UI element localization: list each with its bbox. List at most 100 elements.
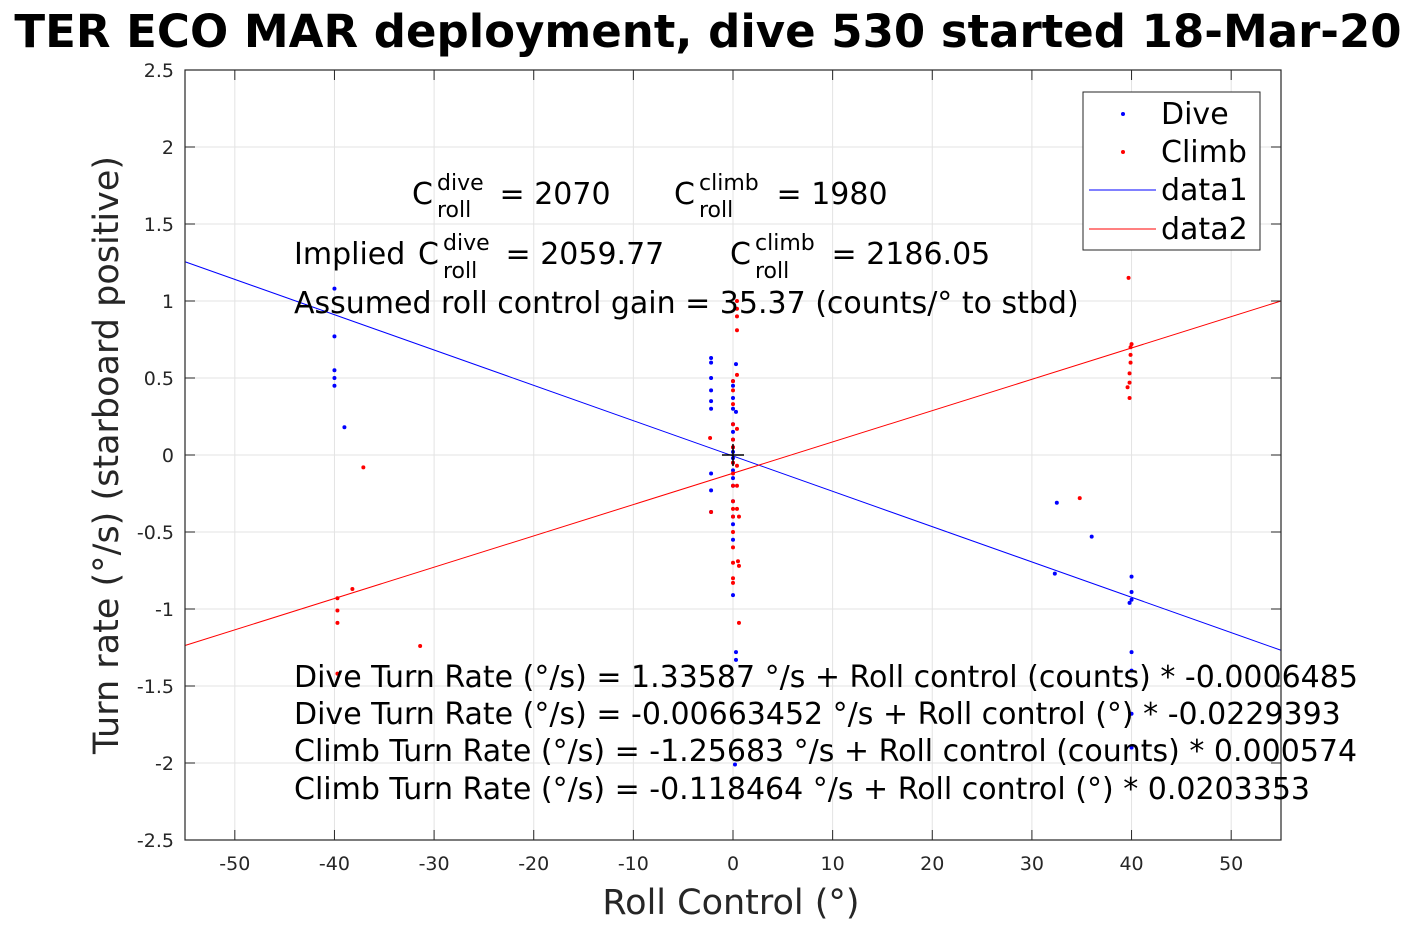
point-climb	[709, 509, 714, 514]
point-dive	[1089, 534, 1094, 539]
implied-dive-value: = 2059.77	[496, 237, 664, 272]
legend-label-data1: data1	[1161, 173, 1248, 208]
point-climb	[734, 299, 739, 303]
point-dive	[1129, 650, 1134, 655]
implied-climb-sub: roll	[755, 259, 789, 284]
point-dive	[731, 522, 735, 527]
x-tick-label: 0	[727, 853, 739, 875]
annotation-implied-dive: Implied C dive roll = 2059.77	[294, 231, 664, 284]
point-dive	[731, 468, 735, 473]
point-dive	[332, 368, 337, 373]
point-dive	[342, 425, 347, 430]
implied-dive-sup: dive	[443, 231, 490, 256]
point-climb	[735, 559, 740, 564]
equation-dive-degrees: Dive Turn Rate (°/s) = -0.00663452 °/s +…	[294, 697, 1341, 732]
point-climb	[734, 306, 739, 311]
point-dive	[731, 383, 735, 388]
point-climb	[1128, 352, 1133, 357]
point-dive	[1052, 571, 1057, 576]
point-climb	[734, 463, 739, 468]
point-climb	[335, 596, 340, 601]
x-axis-label: Roll Control (°)	[602, 883, 859, 923]
point-climb	[731, 483, 735, 488]
point-dive	[731, 429, 735, 434]
point-climb	[1128, 360, 1133, 365]
x-tick-label: 50	[1219, 853, 1243, 875]
point-climb	[731, 530, 735, 534]
point-climb	[418, 643, 423, 648]
point-dive	[1127, 600, 1132, 605]
c-dive-value: = 2070	[490, 177, 611, 212]
implied-dive-base: C	[418, 237, 439, 272]
point-climb	[731, 402, 735, 407]
y-tick-label: 0	[162, 445, 174, 467]
origin-marker	[722, 444, 744, 466]
y-tick-label: -2	[155, 753, 174, 775]
point-dive	[332, 286, 337, 291]
y-tick-label: -1.5	[137, 676, 174, 698]
point-dive	[733, 657, 738, 662]
point-climb	[731, 422, 735, 427]
point-climb	[350, 586, 355, 591]
point-dive	[1129, 668, 1134, 673]
c-dive-sub: roll	[437, 198, 471, 223]
c-climb-value: = 1980	[767, 177, 888, 212]
point-climb	[734, 426, 739, 431]
implied-climb-base: C	[730, 237, 751, 272]
y-tick-label: 2.5	[144, 60, 174, 82]
point-climb	[731, 437, 735, 442]
point-dive	[709, 355, 714, 360]
y-tick-label: 2	[162, 137, 174, 159]
point-dive	[332, 376, 337, 380]
x-tick-label: 30	[1020, 853, 1044, 875]
point-climb	[731, 545, 735, 550]
c-dive-sup: dive	[437, 171, 484, 196]
y-tick-label: -2.5	[137, 830, 174, 852]
point-dive	[709, 376, 714, 380]
annotation-c-climb: C climb roll = 1980	[674, 171, 888, 223]
point-climb	[1127, 396, 1132, 401]
x-tick-label: 40	[1119, 853, 1143, 875]
legend-label-climb: Climb	[1161, 135, 1247, 170]
y-tick-label: -0.5	[137, 522, 174, 544]
implied-climb-sup: climb	[755, 231, 815, 256]
x-tick-label: -50	[219, 853, 250, 875]
point-dive	[332, 383, 337, 388]
implied-prefix: Implied	[294, 237, 415, 272]
point-dive	[709, 360, 714, 365]
legend: Dive Climb data1 data2	[1082, 91, 1261, 251]
point-climb	[734, 314, 739, 319]
annotation-implied-climb: C climb roll = 2186.05	[730, 231, 990, 284]
equation-climb-degrees: Climb Turn Rate (°/s) = -0.118464 °/s + …	[294, 772, 1310, 807]
point-dive	[709, 399, 714, 404]
point-climb	[734, 506, 739, 511]
point-dive	[709, 388, 714, 393]
x-tick-label: 10	[821, 853, 845, 875]
point-dive	[733, 362, 738, 367]
point-climb	[734, 483, 739, 488]
point-dive	[709, 471, 714, 476]
point-climb	[731, 560, 735, 565]
legend-box	[1082, 91, 1261, 251]
x-tick-label: 20	[920, 853, 944, 875]
point-dive	[1129, 711, 1134, 716]
c-climb-sup: climb	[699, 171, 759, 196]
c-climb-base: C	[674, 177, 695, 212]
point-dive	[1129, 597, 1134, 602]
point-climb	[736, 514, 741, 519]
point-climb	[1126, 275, 1131, 280]
x-tick-label: -40	[319, 853, 350, 875]
point-climb	[731, 499, 735, 504]
point-dive	[733, 650, 738, 655]
point-climb	[1128, 345, 1133, 350]
chart-title: TER ECO MAR deployment, dive 530 started…	[14, 5, 1401, 58]
point-climb	[731, 471, 735, 476]
axis-ticks: -50 -40 -30 -20 -10 0 10 20 30 40 50-2.5-2-1.5-1-0…	[137, 60, 1281, 875]
point-climb	[736, 620, 741, 625]
x-tick-label: -20	[518, 853, 549, 875]
c-dive-base: C	[412, 177, 433, 212]
point-climb	[731, 379, 735, 384]
point-climb	[361, 465, 366, 470]
point-climb	[335, 620, 340, 625]
point-climb	[335, 671, 340, 676]
